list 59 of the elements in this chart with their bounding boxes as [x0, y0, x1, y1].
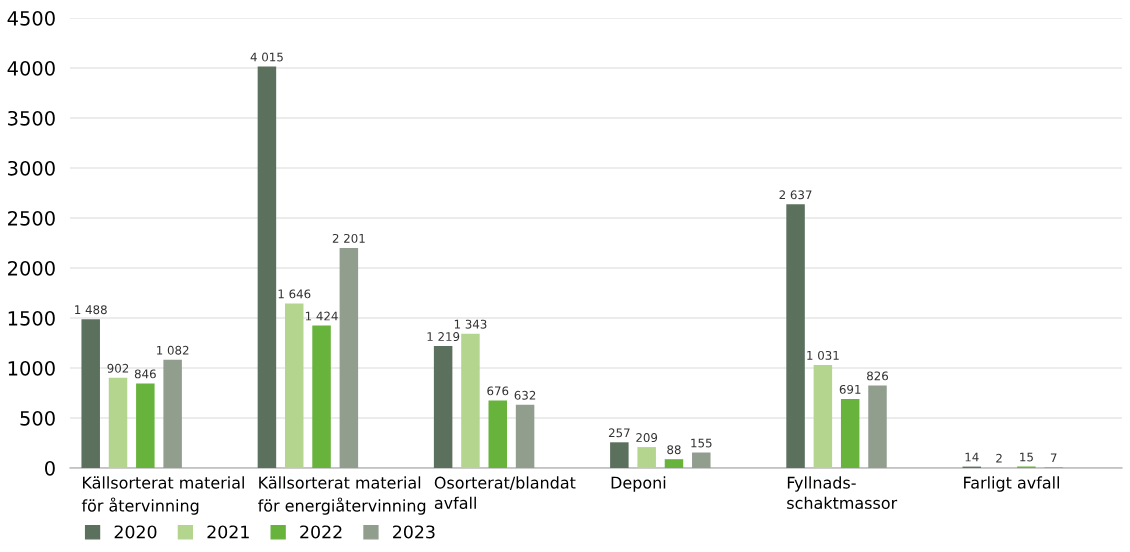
data-label: 257	[608, 428, 630, 438]
y-tick-label: 1500	[8, 310, 55, 326]
x-tick-label: Osorterat/blandat avfall	[434, 476, 576, 510]
data-label: 155	[691, 438, 712, 448]
y-tick-label: 2500	[8, 210, 55, 226]
bar	[664, 459, 684, 468]
x-tick-label: Fyllnads- schaktmassor	[787, 476, 898, 510]
data-label: 7	[1050, 453, 1057, 463]
data-label: 1 424	[305, 311, 338, 321]
bar	[610, 442, 629, 468]
x-tick-label: Källsorterat material för energiåtervinning	[258, 476, 426, 515]
legend-label: 2021	[207, 525, 249, 539]
x-tick-label: Källsorterat material för återvinning	[81, 476, 244, 515]
bar	[488, 400, 508, 468]
data-label: 2 637	[779, 190, 812, 200]
legend-label: 2020	[114, 525, 157, 539]
bar	[284, 303, 304, 468]
y-tick-label: 500	[20, 410, 55, 426]
bar	[461, 333, 480, 468]
data-label: 1 646	[278, 289, 311, 299]
data-label: 1 488	[75, 305, 107, 315]
data-label: 2 201	[332, 233, 365, 243]
data-label: 1 219	[427, 332, 460, 342]
data-label: 846	[134, 369, 156, 379]
bar	[840, 398, 860, 468]
data-label: 4 015	[250, 52, 283, 62]
y-tick-label: 4500	[7, 10, 55, 26]
bar	[637, 447, 656, 468]
bar	[433, 346, 453, 468]
data-label: 88	[667, 445, 681, 455]
data-label: 691	[839, 384, 861, 394]
data-label: 2	[996, 453, 1002, 463]
data-label: 632	[514, 390, 536, 400]
data-label: 15	[1020, 452, 1033, 462]
data-label: 826	[867, 371, 889, 381]
bar	[108, 377, 128, 468]
legend-label: 2023	[393, 525, 435, 539]
x-tick-label: Farligt avfall	[964, 476, 1059, 492]
y-tick-label: 0	[45, 460, 55, 476]
y-tick-label: 2000	[8, 260, 55, 276]
data-label: 1 031	[807, 350, 839, 360]
bar	[786, 204, 805, 468]
y-tick-label: 4000	[7, 60, 55, 76]
data-label: 902	[107, 363, 129, 373]
data-label: 676	[487, 386, 509, 396]
y-tick-label: 3000	[8, 160, 55, 176]
bar	[312, 325, 331, 468]
data-label: 1 343	[454, 319, 487, 329]
bar	[136, 383, 155, 468]
data-label: 209	[636, 433, 658, 443]
bar	[81, 319, 100, 468]
bar	[257, 66, 277, 468]
bar	[813, 364, 833, 468]
x-tick-label: Deponi	[611, 476, 666, 492]
y-tick-label: 3500	[8, 110, 55, 126]
data-label: 14	[965, 452, 979, 462]
data-label: 1 082	[157, 345, 189, 355]
legend-label: 2022	[300, 525, 342, 539]
y-tick-label: 1000	[8, 360, 55, 376]
